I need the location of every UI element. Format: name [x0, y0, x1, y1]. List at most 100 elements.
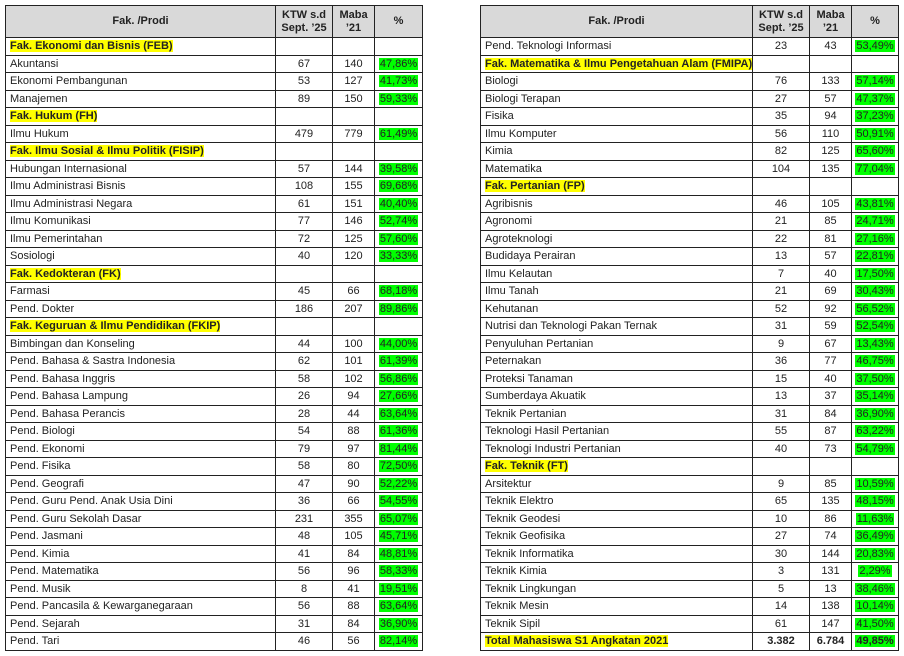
maba-cell	[332, 264, 375, 283]
percent-value: 27,66%	[378, 390, 419, 403]
name-cell: Teknik Kimia	[480, 562, 753, 581]
percent-cell: 47,37%	[851, 89, 899, 108]
table-row: Teknik Sipil 61 147 41,50%	[480, 614, 899, 633]
percent-value: 63,64%	[378, 600, 419, 613]
faculty-name: Fak. Teknik (FT)	[485, 460, 568, 473]
ktw-cell: 14	[752, 597, 810, 616]
maba-cell: 125	[809, 142, 852, 161]
name-cell: Pend. Jasmani	[5, 527, 276, 546]
percent-value: 40,40%	[378, 197, 419, 210]
percent-value: 61,49%	[378, 127, 419, 140]
name-cell: Ilmu Komunikasi	[5, 212, 276, 231]
percent-value: 41,50%	[855, 617, 895, 630]
name-cell: Fak. Ilmu Sosial & Ilmu Politik (FISIP)	[5, 142, 276, 161]
percent-cell: 44,00%	[374, 334, 423, 353]
table-row: Teknik Kimia 3 131 2,29%	[480, 562, 899, 581]
percent-value: 72,50%	[378, 460, 419, 473]
table-row: Teknologi Industri Pertanian 40 73 54,79%	[480, 439, 899, 458]
maba-cell: 101	[332, 352, 375, 371]
ktw-cell: 72	[275, 229, 333, 248]
percent-cell: 52,54%	[851, 317, 899, 336]
name-cell: Fak. Matematika & Ilmu Pengetahuan Alam …	[480, 54, 753, 73]
percent-cell	[851, 457, 899, 476]
percent-value: 33,33%	[378, 250, 419, 263]
maba-cell	[332, 37, 375, 56]
percent-value: 52,54%	[855, 320, 895, 333]
name-cell: Ilmu Hukum	[5, 124, 276, 143]
table-row: Manajemen 89 150 59,33%	[5, 89, 423, 108]
name-cell: Pend. Tari	[5, 632, 276, 651]
ktw-cell: 479	[275, 124, 333, 143]
percent-value: 49,85%	[855, 635, 895, 648]
percent-value: 17,50%	[855, 267, 895, 280]
maba-cell: 57	[809, 247, 852, 266]
table-row: Ilmu Pemerintahan 72 125 57,60%	[5, 229, 423, 248]
name-cell: Ilmu Komputer	[480, 124, 753, 143]
ktw-cell: 8	[275, 579, 333, 598]
maba-cell: 135	[809, 492, 852, 511]
table-row: Pend. Bahasa Perancis 28 44 63,64%	[5, 404, 423, 423]
percent-value: 56,86%	[378, 372, 419, 385]
ktw-cell: 53	[275, 72, 333, 91]
ktw-cell	[275, 37, 333, 56]
faculty-row: Fak. Kedokteran (FK)	[5, 264, 423, 283]
percent-value: 24,71%	[855, 215, 895, 228]
maba-cell: 86	[809, 509, 852, 528]
ktw-cell: 9	[752, 334, 810, 353]
maba-cell: 84	[332, 614, 375, 633]
percent-cell: 57,14%	[851, 72, 899, 91]
percent-cell: 36,90%	[851, 404, 899, 423]
name-cell: Pend. Sejarah	[5, 614, 276, 633]
maba-cell: 59	[809, 317, 852, 336]
ktw-cell: 36	[275, 492, 333, 511]
percent-value: 69,68%	[378, 180, 419, 193]
percent-value: 48,15%	[855, 495, 895, 508]
header-ktw-line1: KTW s.d	[282, 8, 326, 21]
percent-cell: 36,49%	[851, 527, 899, 546]
percent-value: 11,63%	[855, 512, 895, 525]
percent-cell: 61,49%	[374, 124, 423, 143]
ktw-cell	[275, 142, 333, 161]
percent-value: 27,16%	[855, 232, 895, 245]
faculty-name: Fak. Ekonomi dan Bisnis (FEB)	[10, 40, 173, 53]
percent-value: 81,44%	[378, 442, 419, 455]
percent-cell: 35,14%	[851, 387, 899, 406]
ktw-cell: 5	[752, 579, 810, 598]
faculty-row: Fak. Matematika & Ilmu Pengetahuan Alam …	[480, 54, 899, 73]
table-row: Biologi Terapan 27 57 47,37%	[480, 89, 899, 108]
ktw-cell: 7	[752, 264, 810, 283]
faculty-name: Fak. Matematika & Ilmu Pengetahuan Alam …	[485, 57, 753, 70]
maba-cell: 69	[809, 282, 852, 301]
table-row: Ekonomi Pembangunan 53 127 41,73%	[5, 72, 423, 91]
percent-value: 56,52%	[855, 302, 895, 315]
maba-cell: 105	[809, 194, 852, 213]
ktw-cell	[275, 264, 333, 283]
name-cell: Manajemen	[5, 89, 276, 108]
ktw-cell: 46	[752, 194, 810, 213]
percent-cell: 17,50%	[851, 264, 899, 283]
left-table: Fak. /Prodi KTW s.d Sept. ’25 Maba ’21 % F…	[5, 5, 423, 651]
percent-value: 41,73%	[378, 75, 419, 88]
maba-cell: 96	[332, 562, 375, 581]
percent-value: 54,79%	[855, 442, 895, 455]
header-maba-line1: Maba	[816, 8, 845, 21]
table-row: Bimbingan dan Konseling 44 100 44,00%	[5, 334, 423, 353]
name-cell: Agronomi	[480, 212, 753, 231]
ktw-cell: 55	[752, 422, 810, 441]
table-row: Teknik Geofisika 27 74 36,49%	[480, 527, 899, 546]
percent-cell: 2,29%	[851, 562, 899, 581]
table-row: Penyuluhan Pertanian 9 67 13,43%	[480, 334, 899, 353]
name-cell: Penyuluhan Pertanian	[480, 334, 753, 353]
maba-cell: 84	[332, 544, 375, 563]
name-cell: Pend. Bahasa Perancis	[5, 404, 276, 423]
name-cell: Teknologi Industri Pertanian	[480, 439, 753, 458]
percent-value: 63,22%	[855, 425, 895, 438]
percent-cell	[374, 142, 423, 161]
header-ktw-line2: Sept. ’25	[758, 21, 804, 34]
header-maba-line2: ’21	[345, 21, 362, 34]
percent-cell: 61,39%	[374, 352, 423, 371]
name-cell: Teknik Informatika	[480, 544, 753, 563]
maba-cell: 77	[809, 352, 852, 371]
ktw-cell: 47	[275, 474, 333, 493]
table-header: Fak. /Prodi KTW s.d Sept. ’25 Maba ’21 %	[480, 5, 899, 38]
